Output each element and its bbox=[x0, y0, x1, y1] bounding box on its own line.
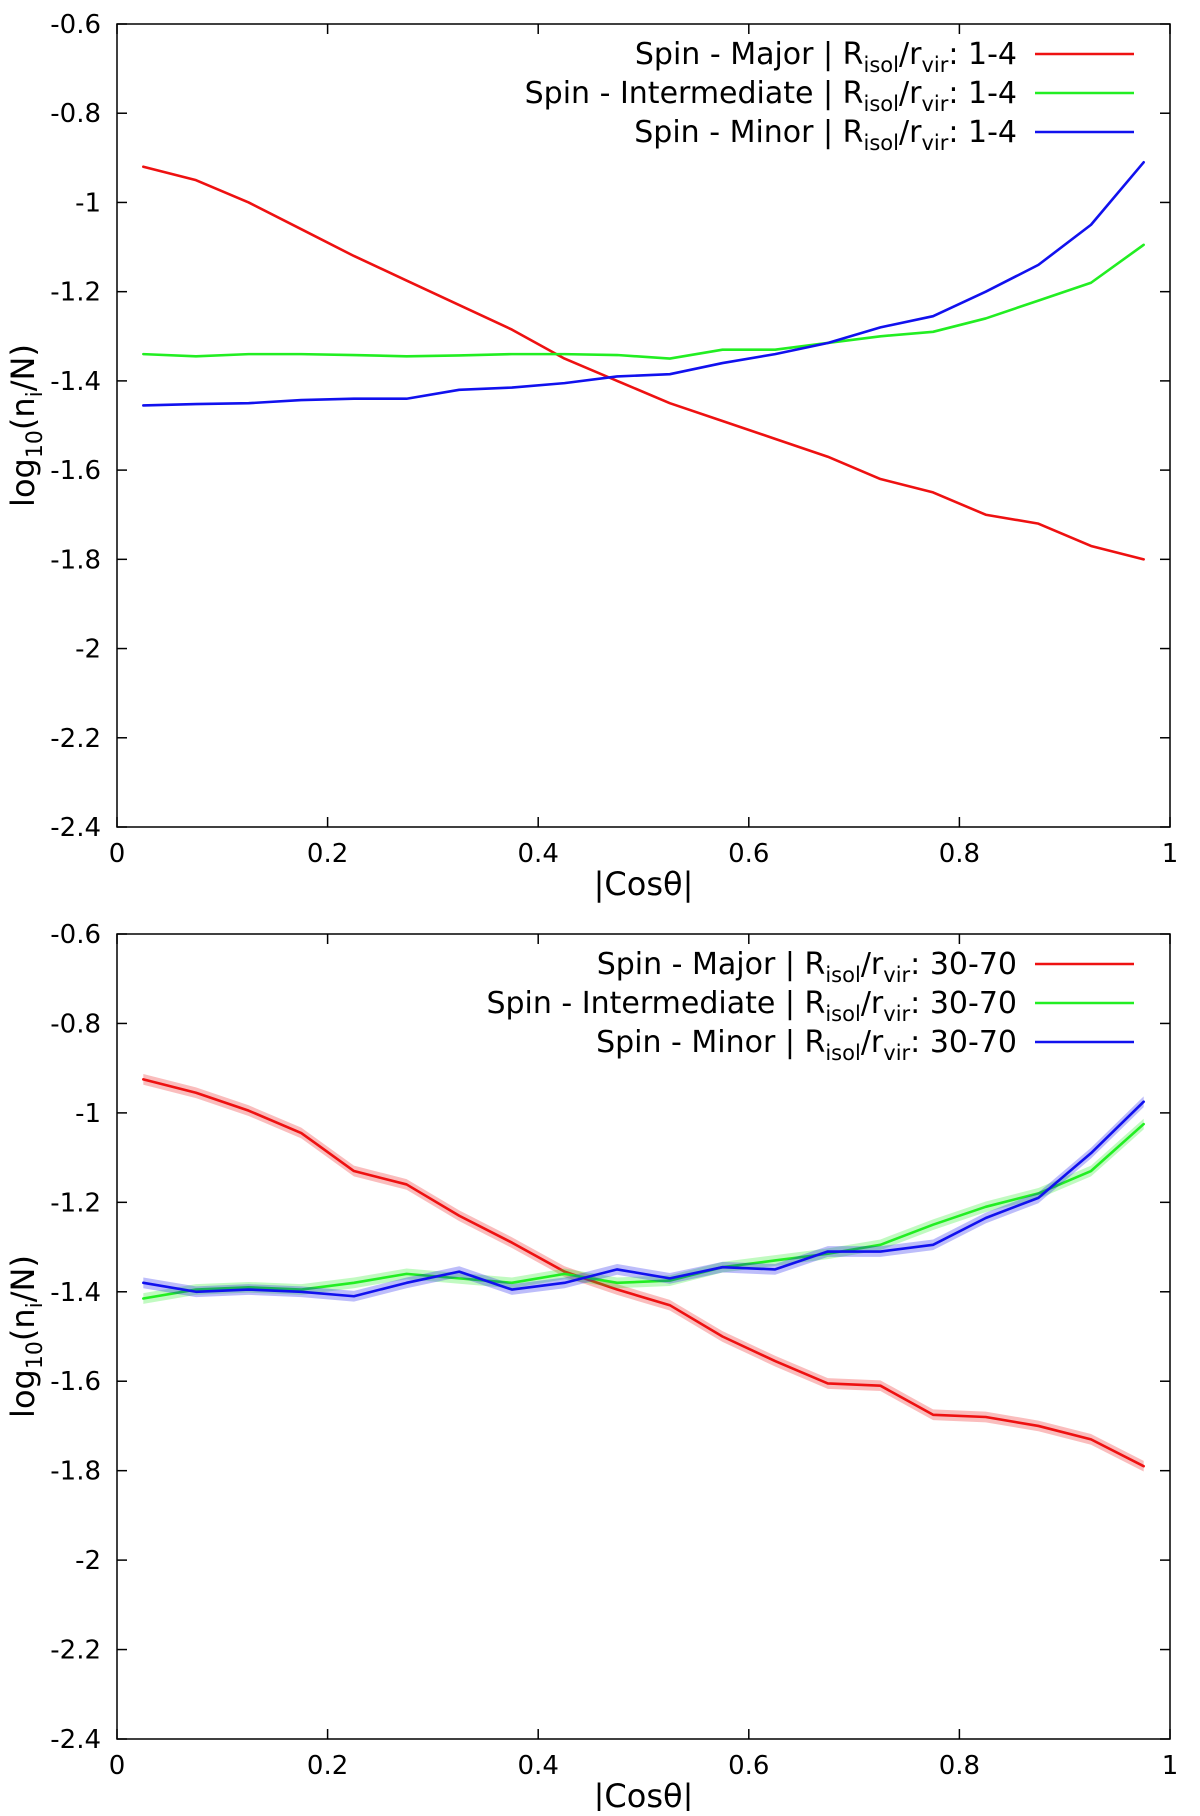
series-line-3 bbox=[142, 1100, 1145, 1298]
y-tick-label: -0.8 bbox=[50, 1009, 101, 1039]
plot-frame bbox=[116, 933, 1171, 1740]
x-tick-label: 1 bbox=[1162, 839, 1179, 869]
chart-panel-1: -2.4 -2.2 -2 -1.8 -1.6 -1.4 -1.2 -1 -0.8 -0.6 0 0.2… bbox=[4, 10, 1178, 903]
y-tick-label: -1.4 bbox=[50, 367, 101, 397]
x-tick-label: 0.8 bbox=[939, 1751, 980, 1781]
series-line-1 bbox=[142, 1078, 1145, 1468]
y-tick-label: -1.2 bbox=[50, 278, 101, 308]
y-tick-label: -2 bbox=[75, 1546, 101, 1576]
legend-label-3: Spin - Minor | Risol/rvir: 30-70 bbox=[596, 1025, 1017, 1065]
y-tick-label: -1.6 bbox=[50, 456, 101, 486]
x-tick-label: 0.2 bbox=[307, 1751, 348, 1781]
x-tick-label: 0.8 bbox=[939, 839, 980, 869]
series-line-2 bbox=[142, 243, 1145, 360]
legend-label-2: Spin - Intermediate | Risol/rvir: 1-4 bbox=[525, 76, 1017, 116]
y-tick-label: -2.4 bbox=[50, 1725, 101, 1755]
y-tick-label: -0.8 bbox=[50, 99, 101, 129]
y-tick-label: -2 bbox=[75, 635, 101, 665]
legend-label-1: Spin - Major | Risol/rvir: 30-70 bbox=[597, 947, 1017, 987]
y-tick-label: -0.6 bbox=[50, 920, 101, 950]
x-tick-label: 0 bbox=[109, 1751, 126, 1781]
series-line-3 bbox=[142, 160, 1145, 407]
x-axis-label: |Cosθ| bbox=[594, 1777, 694, 1811]
y-tick-label: -1 bbox=[75, 1099, 101, 1129]
y-tick-label: -2.2 bbox=[50, 1636, 101, 1666]
y-axis-label: log10(ni/N) bbox=[4, 1255, 48, 1418]
y-tick-label: -1.4 bbox=[50, 1278, 101, 1308]
series-line-2 bbox=[142, 1122, 1145, 1300]
y-tick-label: -2.4 bbox=[50, 813, 101, 843]
legend-label-3: Spin - Minor | Risol/rvir: 1-4 bbox=[634, 115, 1017, 155]
x-axis-label: |Cosθ| bbox=[594, 865, 694, 903]
y-tick-label: -0.6 bbox=[50, 10, 101, 40]
y-tick-label: -2.2 bbox=[50, 724, 101, 754]
legend-label-1: Spin - Major | Risol/rvir: 1-4 bbox=[635, 37, 1017, 77]
x-tick-label: 0.2 bbox=[307, 839, 348, 869]
x-tick-label: 0 bbox=[109, 839, 126, 869]
x-tick-label: 0.4 bbox=[518, 839, 559, 869]
series-line-1 bbox=[142, 165, 1145, 561]
plot-frame bbox=[116, 23, 1171, 828]
legend-label-2: Spin - Intermediate | Risol/rvir: 30-70 bbox=[486, 986, 1017, 1026]
series-band-2 bbox=[143, 1118, 1144, 1304]
y-tick-label: -1.8 bbox=[50, 1457, 101, 1487]
x-tick-label: 1 bbox=[1162, 1751, 1179, 1781]
y-tick-label: -1.6 bbox=[50, 1367, 101, 1397]
y-axis-label: log10(ni/N) bbox=[4, 344, 48, 507]
x-tick-label: 0.6 bbox=[728, 839, 769, 869]
series-band-1 bbox=[143, 1073, 1144, 1472]
y-tick-label: -1.8 bbox=[50, 545, 101, 575]
y-tick-label: -1.2 bbox=[50, 1188, 101, 1218]
chart-panel-2: -2.4 -2.2 -2 -1.8 -1.6 -1.4 -1.2 -1 -0.8 -0.6 0 0.2… bbox=[4, 920, 1179, 1815]
y-tick-label: -1 bbox=[75, 188, 101, 218]
x-tick-label: 0.6 bbox=[728, 1751, 769, 1781]
x-tick-label: 0.4 bbox=[518, 1751, 559, 1781]
